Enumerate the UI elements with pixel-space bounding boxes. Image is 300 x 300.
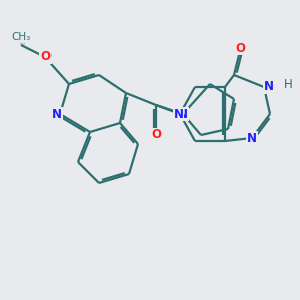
Text: O: O xyxy=(41,50,52,64)
Text: N: N xyxy=(173,107,184,121)
Text: N: N xyxy=(178,107,188,121)
Text: methyl: methyl xyxy=(21,44,26,45)
Text: N: N xyxy=(263,80,274,94)
Text: O: O xyxy=(235,41,245,55)
Text: methoxy: methoxy xyxy=(20,42,26,44)
Text: N: N xyxy=(52,107,62,121)
Text: O: O xyxy=(151,128,161,142)
Text: O: O xyxy=(40,50,50,64)
Text: H: H xyxy=(284,77,292,91)
Text: CH₃: CH₃ xyxy=(11,32,31,42)
Text: N: N xyxy=(247,131,257,145)
